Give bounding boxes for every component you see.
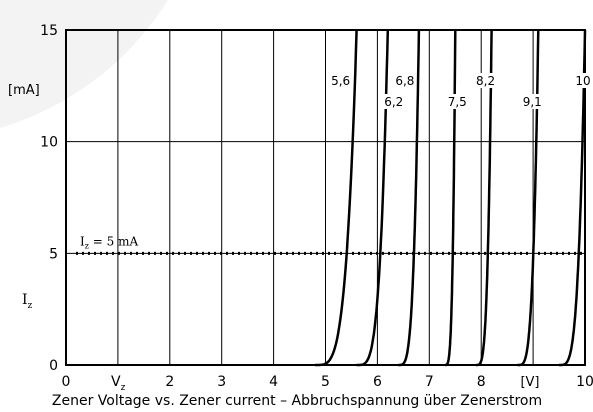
curve-labels: 5,6 6,2 6,8 7,5 8,2 9,1 10 <box>329 73 593 109</box>
x-axis-ticks: 0 2 3 4 5 6 7 8 10 <box>62 374 593 390</box>
x-tick-label: 2 <box>165 374 174 390</box>
chart-caption: Zener Voltage vs. Zener current – Abbruc… <box>52 393 542 409</box>
series-curve-9-1 <box>516 29 540 367</box>
curve-label-6-2: 6,2 <box>384 95 403 109</box>
x-axis-unit: [V] <box>520 375 539 390</box>
curve-label-7-5: 7,5 <box>448 95 467 109</box>
x-tick-label: 3 <box>217 374 226 390</box>
x-axis-vz-label: Vz <box>111 374 126 393</box>
y-axis-unit: [mA] <box>8 83 40 98</box>
y-tick-label: 0 <box>49 358 58 374</box>
y-tick-label: 5 <box>49 246 58 262</box>
series-curve-6-2 <box>355 29 390 367</box>
x-tick-label: 4 <box>269 374 278 390</box>
reference-line-label: Iz = 5 mA <box>80 234 138 250</box>
curve-label-background <box>393 73 416 88</box>
curve-label-9-1: 9,1 <box>523 95 542 109</box>
y-axis-label: Iz <box>22 292 33 311</box>
curve-label-background <box>474 73 497 88</box>
curve-group <box>314 29 587 367</box>
y-axis-ticks: 0 5 10 15 <box>40 23 58 374</box>
x-tick-label: 8 <box>477 374 486 390</box>
x-tick-label: 0 <box>62 374 71 390</box>
x-tick-label: 7 <box>425 374 434 390</box>
grid-lines <box>66 30 585 365</box>
curve-label-background <box>329 73 352 88</box>
y-tick-label: 15 <box>40 23 58 39</box>
series-curve-7-5 <box>443 29 457 367</box>
curve-label-background <box>521 94 544 109</box>
curve-label-10: 10 <box>575 74 590 88</box>
plot-frame <box>65 29 586 366</box>
x-tick-label: 10 <box>576 374 593 390</box>
curve-label-5-6: 5,6 <box>331 74 350 88</box>
x-tick-label: 5 <box>321 374 330 390</box>
curve-label-background <box>446 94 469 109</box>
x-tick-label: 6 <box>373 374 382 390</box>
curve-label-8-2: 8,2 <box>476 74 495 88</box>
y-tick-label: 10 <box>40 135 58 151</box>
background-arc-decoration <box>0 0 168 128</box>
curve-label-background <box>382 94 405 109</box>
curve-label-6-8: 6,8 <box>395 74 414 88</box>
curve-label-background <box>572 73 593 88</box>
